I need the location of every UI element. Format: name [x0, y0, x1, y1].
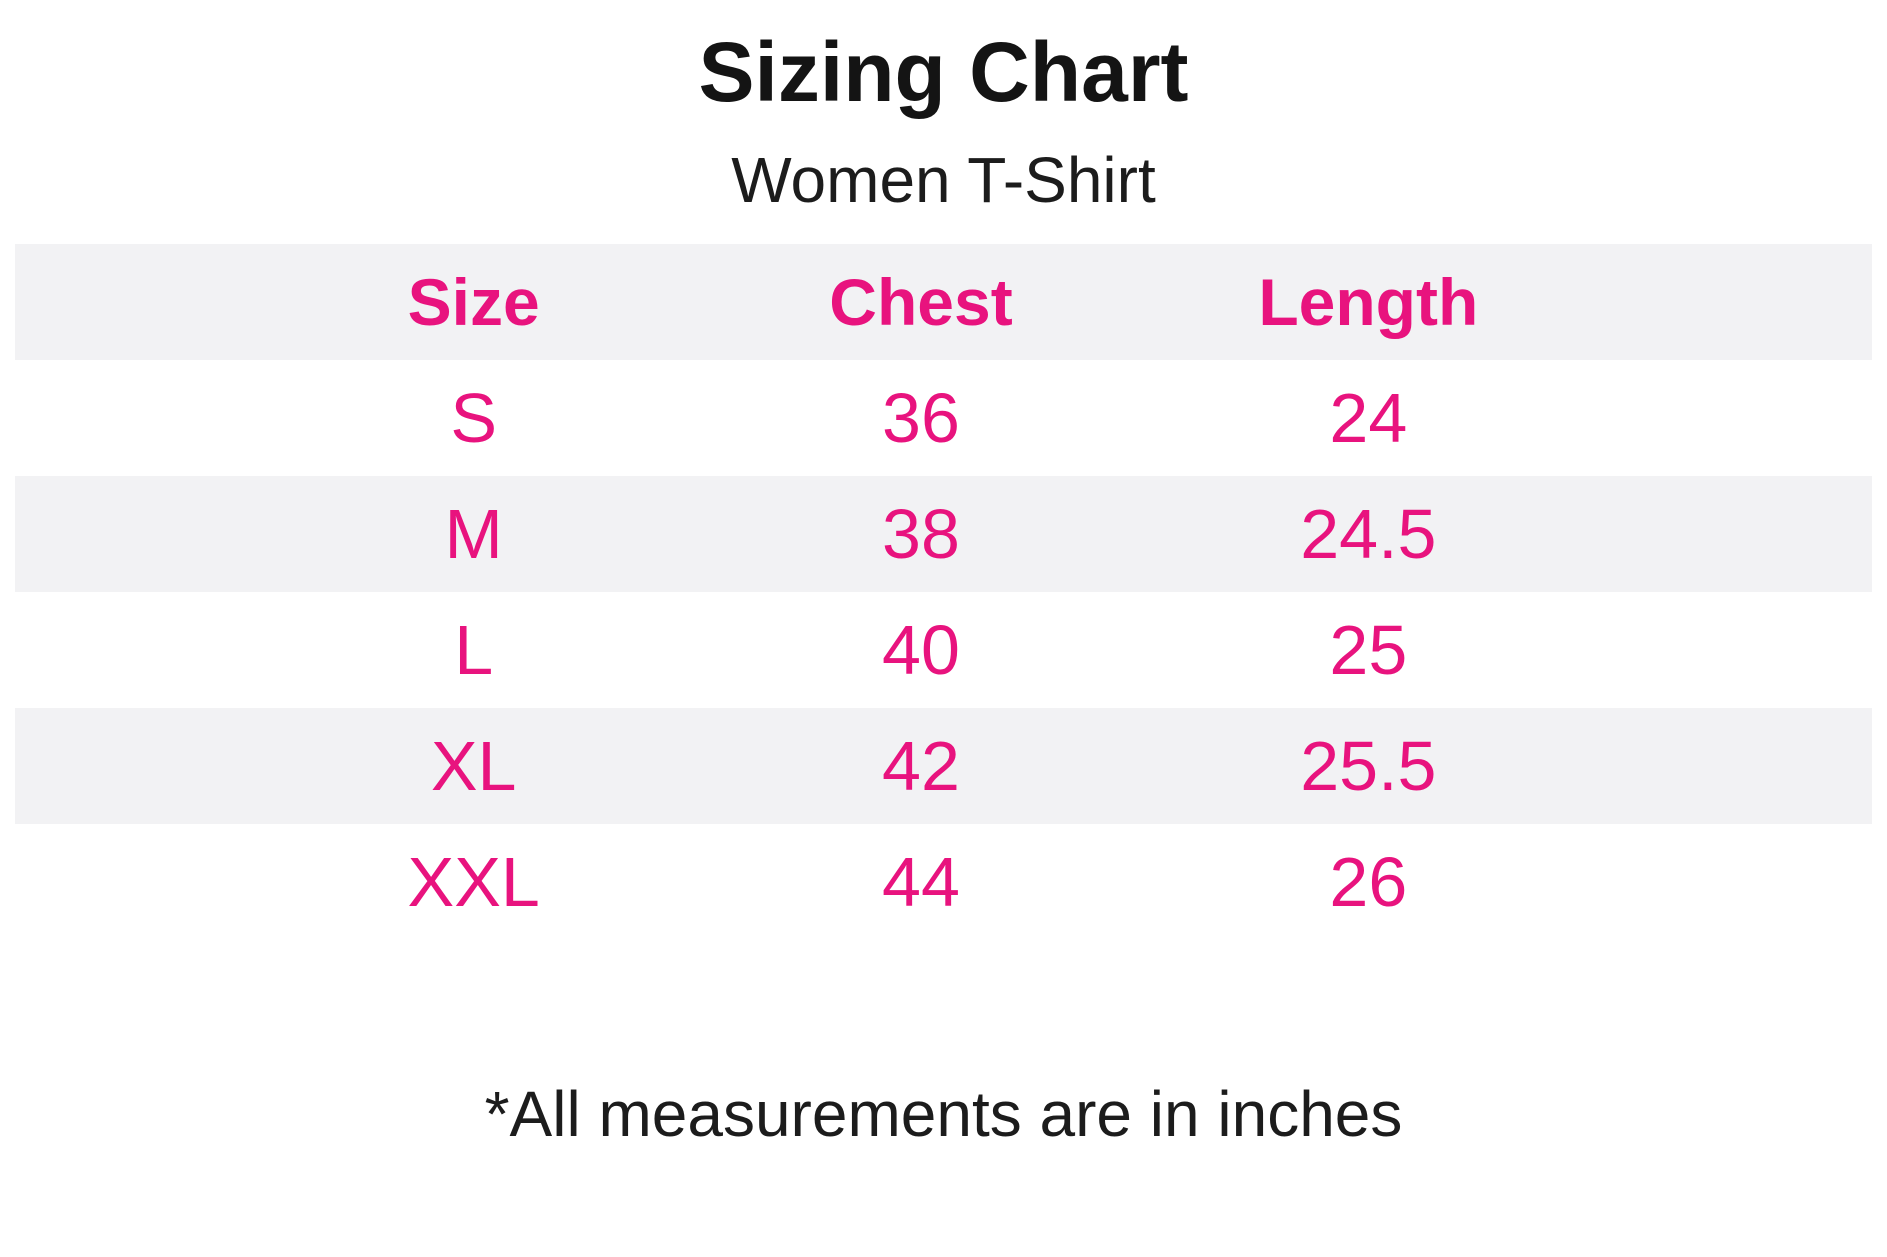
cell-chest: 36 [882, 379, 960, 457]
cell-length: 24.5 [1300, 495, 1437, 573]
table-row-s: S 36 24 [15, 360, 1872, 476]
chart-subtitle: Women T-Shirt [731, 144, 1156, 216]
cell-chest: 44 [882, 843, 960, 921]
cell-size: M [444, 495, 503, 573]
cell-length: 26 [1329, 843, 1408, 921]
cell-chest: 40 [882, 611, 960, 689]
header-cell-length: Length [1258, 265, 1479, 339]
cell-size: XXL [407, 843, 540, 921]
table-row-m: M 38 24.5 [15, 476, 1872, 592]
measurements-footnote: *All measurements are in inches [484, 1078, 1403, 1150]
table-header-row: Size Chest Length [15, 244, 1872, 360]
cell-size: XL [430, 727, 517, 805]
cell-size: L [454, 611, 494, 689]
cell-chest: 38 [882, 495, 960, 573]
cell-size: S [450, 379, 498, 457]
sizing-table: Size Chest Length S 36 24 M 38 24.5 L 40… [15, 244, 1872, 940]
table-row-l: L 40 25 [15, 592, 1872, 708]
header-cell-chest: Chest [829, 265, 1013, 339]
table-row-xl: XL 42 25.5 [15, 708, 1872, 824]
cell-length: 25.5 [1300, 727, 1437, 805]
table-row-xxl: XXL 44 26 [15, 824, 1872, 940]
cell-length: 25 [1329, 611, 1408, 689]
chart-title: Sizing Chart [698, 25, 1189, 119]
cell-length: 24 [1329, 379, 1408, 457]
cell-chest: 42 [882, 727, 960, 805]
header-cell-size: Size [407, 265, 540, 339]
